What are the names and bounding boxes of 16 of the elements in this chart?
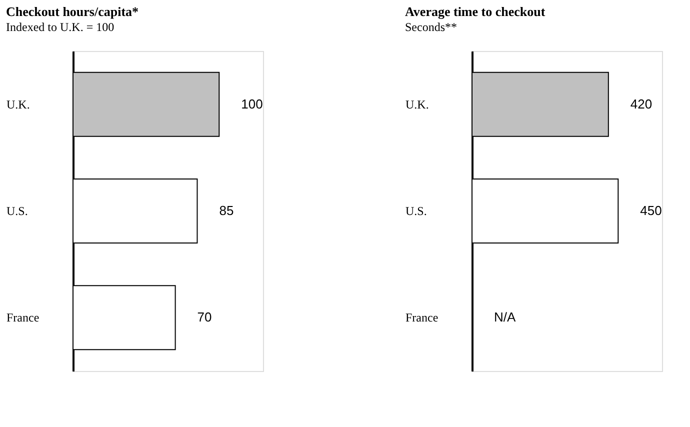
data-label: 85	[219, 203, 234, 218]
data-label: 70	[197, 310, 212, 325]
y-tick-label: U.K.	[406, 97, 429, 112]
data-label: 450	[640, 203, 662, 218]
data-label: 100	[241, 96, 263, 112]
chart-subtitle: Indexed to U.K. = 100	[6, 20, 114, 34]
y-tick-label: U.S.	[406, 204, 427, 218]
y-tick-label: U.K.	[6, 97, 30, 112]
y-tick-label: France	[6, 310, 40, 325]
y-tick-label: France	[406, 310, 438, 325]
y-tick-label: U.S.	[6, 204, 28, 218]
chart-title: Average time to checkout	[405, 4, 546, 19]
chart-title: Checkout hours/capita*	[6, 4, 139, 19]
text: N/A	[494, 310, 516, 325]
chart-subtitle: Seconds**	[405, 20, 457, 34]
data-label: 420	[630, 96, 652, 112]
